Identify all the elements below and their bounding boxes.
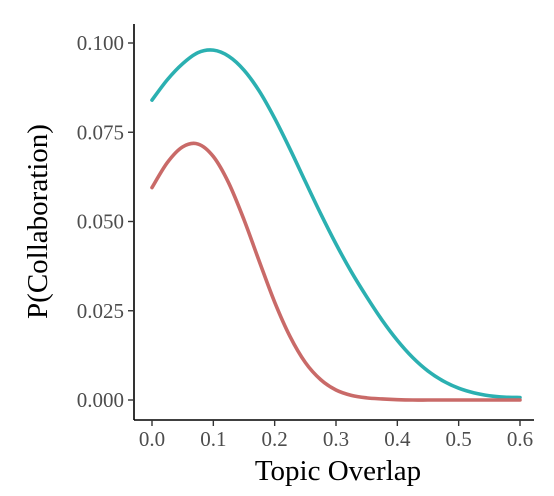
series-line-1 bbox=[150, 48, 522, 400]
series-line-2 bbox=[150, 141, 522, 402]
x-tick-label: 0.1 bbox=[200, 427, 226, 451]
x-tick-label: 0.0 bbox=[139, 427, 165, 451]
y-tick-label: 0.100 bbox=[77, 31, 124, 55]
y-tick-label: 0.000 bbox=[77, 388, 124, 412]
x-tick-label: 0.6 bbox=[507, 427, 533, 451]
x-tick-label: 0.3 bbox=[323, 427, 349, 451]
x-axis-ticks: 0.0 0.1 0.2 0.3 0.4 0.5 0.6 bbox=[139, 420, 533, 451]
y-tick-label: 0.050 bbox=[77, 210, 124, 234]
plot-lines bbox=[150, 48, 522, 402]
y-tick-label: 0.025 bbox=[77, 299, 124, 323]
y-tick-label: 0.075 bbox=[77, 120, 124, 144]
x-axis-title: Topic Overlap bbox=[255, 455, 421, 487]
y-axis-ticks: 0.000 0.025 0.050 0.075 0.100 bbox=[77, 31, 134, 412]
y-axis-title: P(Collaboration) bbox=[22, 124, 54, 319]
x-tick-label: 0.5 bbox=[446, 427, 472, 451]
x-tick-label: 0.4 bbox=[384, 427, 411, 451]
x-tick-label: 0.2 bbox=[262, 427, 288, 451]
